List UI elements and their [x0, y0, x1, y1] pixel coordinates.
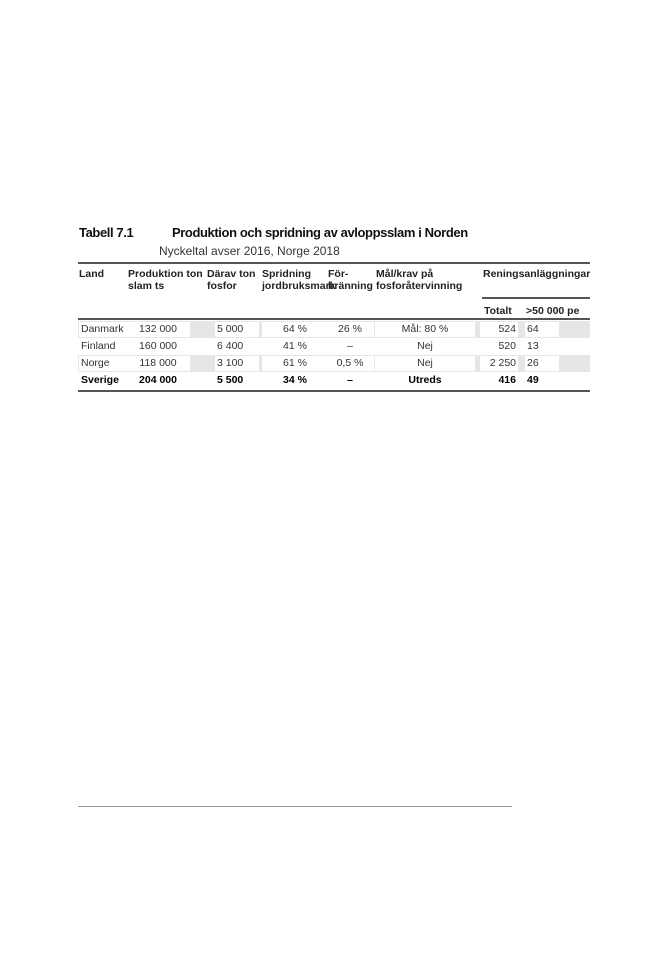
cell-forbranning: –: [347, 374, 353, 386]
table-row: Norge 118 000 3 100 61 % 0,5 % Nej 2 250 26: [78, 355, 590, 372]
cell-malkrav: Nej: [375, 356, 475, 371]
cell-spridning: 64 %: [262, 322, 328, 337]
cell-land: Norge: [79, 356, 129, 371]
header-line: fosfor: [207, 280, 237, 292]
cell-spridning: 34 %: [283, 374, 307, 386]
cell-produktion: 118 000: [126, 356, 190, 371]
header-darav: Därav ton fosfor: [207, 268, 255, 292]
table-caption: Tabell 7.1 Produktion och spridning av av…: [79, 225, 468, 240]
cell-spridning: 41 %: [283, 340, 307, 352]
cell-malkrav: Utreds: [408, 374, 442, 386]
header-line: jordbruksmark: [262, 280, 336, 292]
header-line: Produktion ton: [128, 268, 203, 280]
header-line: Spridning: [262, 268, 311, 280]
table-subtitle: Nyckeltal avser 2016, Norge 2018: [159, 244, 340, 258]
header-reningsanlaggningar: Reningsanläggningar: [483, 268, 591, 280]
cell-forbranning: 26 %: [326, 322, 374, 337]
header-malkrav: Mål/krav på fosforåtervinning: [376, 268, 462, 292]
cell-produktion: 204 000: [139, 374, 177, 386]
cell-forbranning: 0,5 %: [326, 356, 374, 371]
cell-darav: 5 500: [217, 374, 244, 386]
header-spridning: Spridning jordbruksmark: [262, 268, 336, 292]
group-rule: [482, 297, 590, 299]
cell-over50000: 13: [527, 340, 539, 352]
cell-forbranning: –: [347, 340, 353, 352]
header-totalt: Totalt: [484, 305, 512, 317]
table-number: Tabell 7.1: [79, 225, 134, 240]
cell-over50000: 26: [525, 356, 559, 371]
cell-malkrav: Mål: 80 %: [375, 322, 475, 337]
header-line: slam ts: [128, 280, 165, 292]
cell-produktion: 132 000: [126, 322, 190, 337]
header-forbranning: För-bränning: [328, 268, 373, 292]
cell-over50000: 64: [525, 322, 559, 337]
header-line: För-: [328, 268, 349, 280]
cell-land: Finland: [81, 340, 116, 352]
cell-totalt: 2 250: [480, 356, 518, 371]
cell-darav: 6 400: [217, 340, 244, 352]
cell-land: Danmark: [79, 322, 129, 337]
cell-over50000: 49: [527, 374, 539, 386]
header-land: Land: [79, 268, 105, 280]
footnote-divider: [78, 806, 512, 807]
table-row: Sverige 204 000 5 500 34 % – Utreds 416 49: [78, 372, 590, 389]
header-line: Mål/krav på: [376, 268, 434, 280]
cell-produktion: 160 000: [139, 340, 177, 352]
header-produktion: Produktion ton slam ts: [128, 268, 203, 292]
cell-totalt: 524: [480, 322, 518, 337]
cell-totalt: 520: [498, 340, 516, 352]
bottom-rule: [78, 390, 590, 392]
cell-land: Sverige: [81, 374, 119, 386]
cell-darav: 5 000: [215, 322, 259, 337]
table-row: Finland 160 000 6 400 41 % – Nej 520 13: [78, 338, 590, 355]
cell-malkrav: Nej: [417, 340, 433, 352]
top-rule: [78, 262, 590, 264]
header-line: fosforåtervinning: [376, 280, 463, 292]
cell-totalt: 416: [498, 374, 516, 386]
cell-spridning: 61 %: [262, 356, 328, 371]
cell-darav: 3 100: [215, 356, 259, 371]
table-title: Produktion och spridning av avloppsslam …: [172, 225, 468, 240]
header-line: bränning: [328, 280, 373, 292]
header-over50000: >50 000 pe: [526, 305, 580, 317]
header-rule: [78, 318, 590, 320]
header-line: Därav ton: [207, 268, 256, 280]
table-row: Danmark 132 000 5 000 64 % 26 % Mål: 80 % 524 6…: [78, 321, 590, 338]
